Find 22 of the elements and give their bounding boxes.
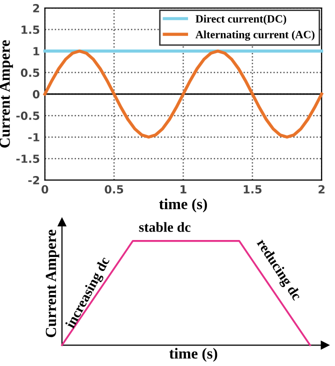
y-tick-label: 1.5 [22, 26, 40, 34]
x-tick-label: 0.5 [104, 185, 124, 194]
text: stable dc [139, 222, 190, 232]
x-tick-label: 0 [42, 185, 48, 194]
x-axis-title: time (s) [169, 348, 218, 362]
x-tick-label: 1 [180, 185, 186, 194]
y-tick-label: -1 [28, 133, 40, 142]
y-tick-label: -0.5 [16, 112, 40, 120]
legend-label: Alternating current (AC) [196, 30, 314, 41]
y-tick-label: -2 [28, 176, 40, 184]
y-tick-label: 0.5 [20, 68, 40, 77]
x-axis-title: time (s) [159, 198, 207, 212]
y-axis-title: Current Ampere [0, 40, 13, 148]
x-tick-label: 1.5 [244, 185, 262, 194]
y-tick-label: 1 [34, 47, 40, 56]
legend-label: Direct current(DC) [196, 14, 286, 25]
line-series [43, 50, 324, 139]
y-tick-label: 0 [32, 90, 40, 98]
y-axis-title: Current Ampere [46, 230, 60, 338]
y-tick-label: 2 [33, 4, 40, 12]
x-tick-label: 2 [318, 185, 324, 194]
y-tick-label: -1.5 [16, 154, 40, 163]
